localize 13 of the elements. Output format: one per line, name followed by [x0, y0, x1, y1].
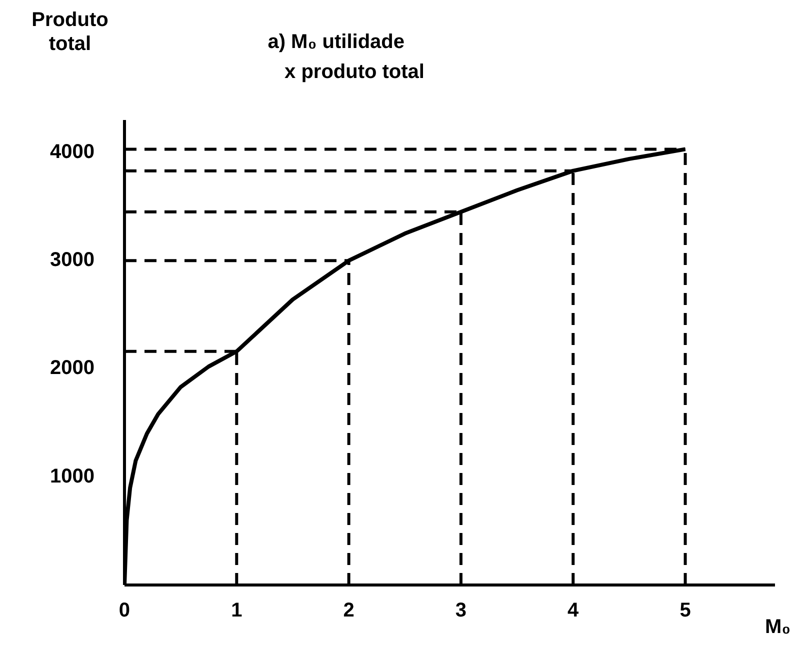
chart-title: a) M₀ utilidade x produto total [268, 31, 424, 83]
x-axis-title: M₀ [765, 616, 791, 638]
x-tick-label: 2 [343, 600, 354, 622]
y-tick-label: 4000 [50, 140, 94, 163]
y-tick-label: 2000 [50, 357, 94, 380]
x-tick-label: 5 [680, 600, 691, 622]
x-tick-label: 3 [455, 600, 467, 622]
y-tick-label: 1000 [50, 465, 94, 488]
y-axis-title: Produto total [32, 9, 108, 55]
x-tick-label: 0 [118, 600, 130, 622]
x-tick-label: 4 [568, 600, 580, 622]
y-tick-label: 3000 [50, 249, 94, 272]
x-tick-label: 1 [231, 600, 242, 622]
